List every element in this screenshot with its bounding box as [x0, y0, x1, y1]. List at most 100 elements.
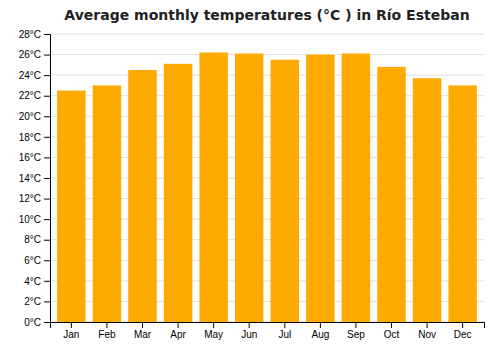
y-axis-line [44, 35, 51, 323]
y-tick: 20°C [19, 111, 50, 122]
x-tick-label: Jan [63, 329, 79, 340]
bar [413, 78, 441, 322]
x-tick-label: Oct [384, 329, 400, 340]
y-tick: 12°C [19, 193, 50, 204]
bar [377, 67, 405, 322]
x-tick-label: Dec [454, 329, 472, 340]
y-tick-mark [44, 116, 50, 117]
y-tick: 22°C [19, 90, 50, 101]
y-tick-label: 14°C [19, 173, 41, 184]
x-tick-label: Apr [170, 329, 186, 340]
bars [57, 53, 477, 322]
x-axis-line [51, 323, 485, 329]
y-tick-label: 0°C [24, 317, 41, 328]
y-tick-label: 16°C [19, 152, 41, 163]
x-tick: Apr [170, 322, 186, 340]
y-tick-mark [44, 301, 50, 302]
y-tick-label: 6°C [24, 255, 41, 266]
x-tick-label: May [204, 329, 223, 340]
x-tick-label: Feb [98, 329, 116, 340]
x-tick: Feb [98, 322, 116, 340]
y-tick-label: 8°C [24, 234, 41, 245]
y-tick-mark [44, 199, 50, 200]
x-tick-mark [320, 322, 321, 328]
y-tick-mark [44, 240, 50, 241]
y-tick-label: 12°C [19, 193, 41, 204]
x-tick-mark [355, 322, 356, 328]
y-tick: 16°C [19, 152, 50, 163]
bar [164, 64, 192, 322]
x-tick: Jun [241, 322, 257, 340]
bar [235, 54, 263, 322]
bar [199, 53, 227, 322]
x-tick-mark [178, 322, 179, 328]
x-tick-mark [391, 322, 392, 328]
x-tick-mark [106, 322, 107, 328]
y-tick: 24°C [19, 70, 50, 81]
y-tick-mark [44, 55, 50, 56]
y-tick-label: 24°C [19, 70, 41, 81]
y-tick-label: 22°C [19, 90, 41, 101]
y-tick-mark [44, 34, 50, 35]
y-tick: 4°C [24, 276, 50, 287]
x-tick: Nov [418, 322, 436, 340]
title: Average monthly temperatures (°C ) in Rí… [64, 7, 469, 23]
y-tick: 8°C [24, 234, 50, 245]
x-tick-label: Jun [241, 329, 257, 340]
x-tick-label: Sep [347, 329, 365, 340]
x-tick: May [204, 322, 223, 340]
grid-line [50, 54, 484, 55]
y-tick-mark [44, 281, 50, 282]
y-tick-mark [44, 322, 50, 323]
bar [306, 55, 334, 322]
x-tick: Mar [134, 322, 152, 340]
y-tick-mark [44, 96, 50, 97]
y-tick-label: 28°C [19, 29, 41, 40]
y-tick-mark [44, 219, 50, 220]
y-tick-label: 2°C [24, 296, 41, 307]
y-tick: 14°C [19, 173, 50, 184]
x-tick-mark [249, 322, 250, 328]
y-tick: 6°C [24, 255, 50, 266]
grid-line [50, 34, 484, 35]
y-tick: 26°C [19, 49, 50, 60]
y-axis: 0°C 2°C 4°C 6°C 8°C 10°C 12°C 14°C 16°C 18°C 20°C 2… [19, 29, 51, 328]
bar [271, 60, 299, 322]
y-tick: 0°C [24, 317, 50, 328]
x-tick: Oct [384, 322, 400, 340]
y-tick-label: 18°C [19, 132, 41, 143]
chart: 0°C 2°C 4°C 6°C 8°C 10°C 12°C 14°C 16°C 18°C 20°C 2… [0, 0, 500, 350]
x-tick: Jul [278, 322, 291, 340]
bar [128, 70, 156, 322]
y-tick-label: 10°C [19, 214, 41, 225]
bar [93, 85, 121, 322]
y-tick: 2°C [24, 296, 50, 307]
x-tick-mark [462, 322, 463, 328]
y-tick-mark [44, 137, 50, 138]
x-tick-label: Aug [311, 329, 329, 340]
x-tick-label: Jul [278, 329, 291, 340]
y-tick: 28°C [19, 29, 50, 40]
x-tick-mark [142, 322, 143, 328]
y-tick: 18°C [19, 132, 50, 143]
bar [57, 91, 85, 322]
y-tick-mark [44, 75, 50, 76]
x-tick-label: Nov [418, 329, 436, 340]
x-axis: Jan Feb Mar Apr May Jun Jul Aug Sep Oct Nov Dec [51, 322, 485, 340]
x-tick-mark [284, 322, 285, 328]
y-tick-label: 26°C [19, 49, 41, 60]
y-tick-mark [44, 178, 50, 179]
x-tick: Sep [347, 322, 365, 340]
grid [50, 34, 484, 322]
plot: 0°C 2°C 4°C 6°C 8°C 10°C 12°C 14°C 16°C 18°C 20°C 2… [19, 29, 485, 340]
y-tick-label: 4°C [24, 276, 41, 287]
x-tick: Jan [63, 322, 79, 340]
x-tick: Dec [454, 322, 472, 340]
y-tick-mark [44, 260, 50, 261]
x-tick-label: Mar [134, 329, 152, 340]
y-tick-mark [44, 157, 50, 158]
grid-line [50, 75, 484, 76]
y-tick-label: 20°C [19, 111, 41, 122]
bar [448, 85, 476, 322]
x-tick-mark [213, 322, 214, 328]
